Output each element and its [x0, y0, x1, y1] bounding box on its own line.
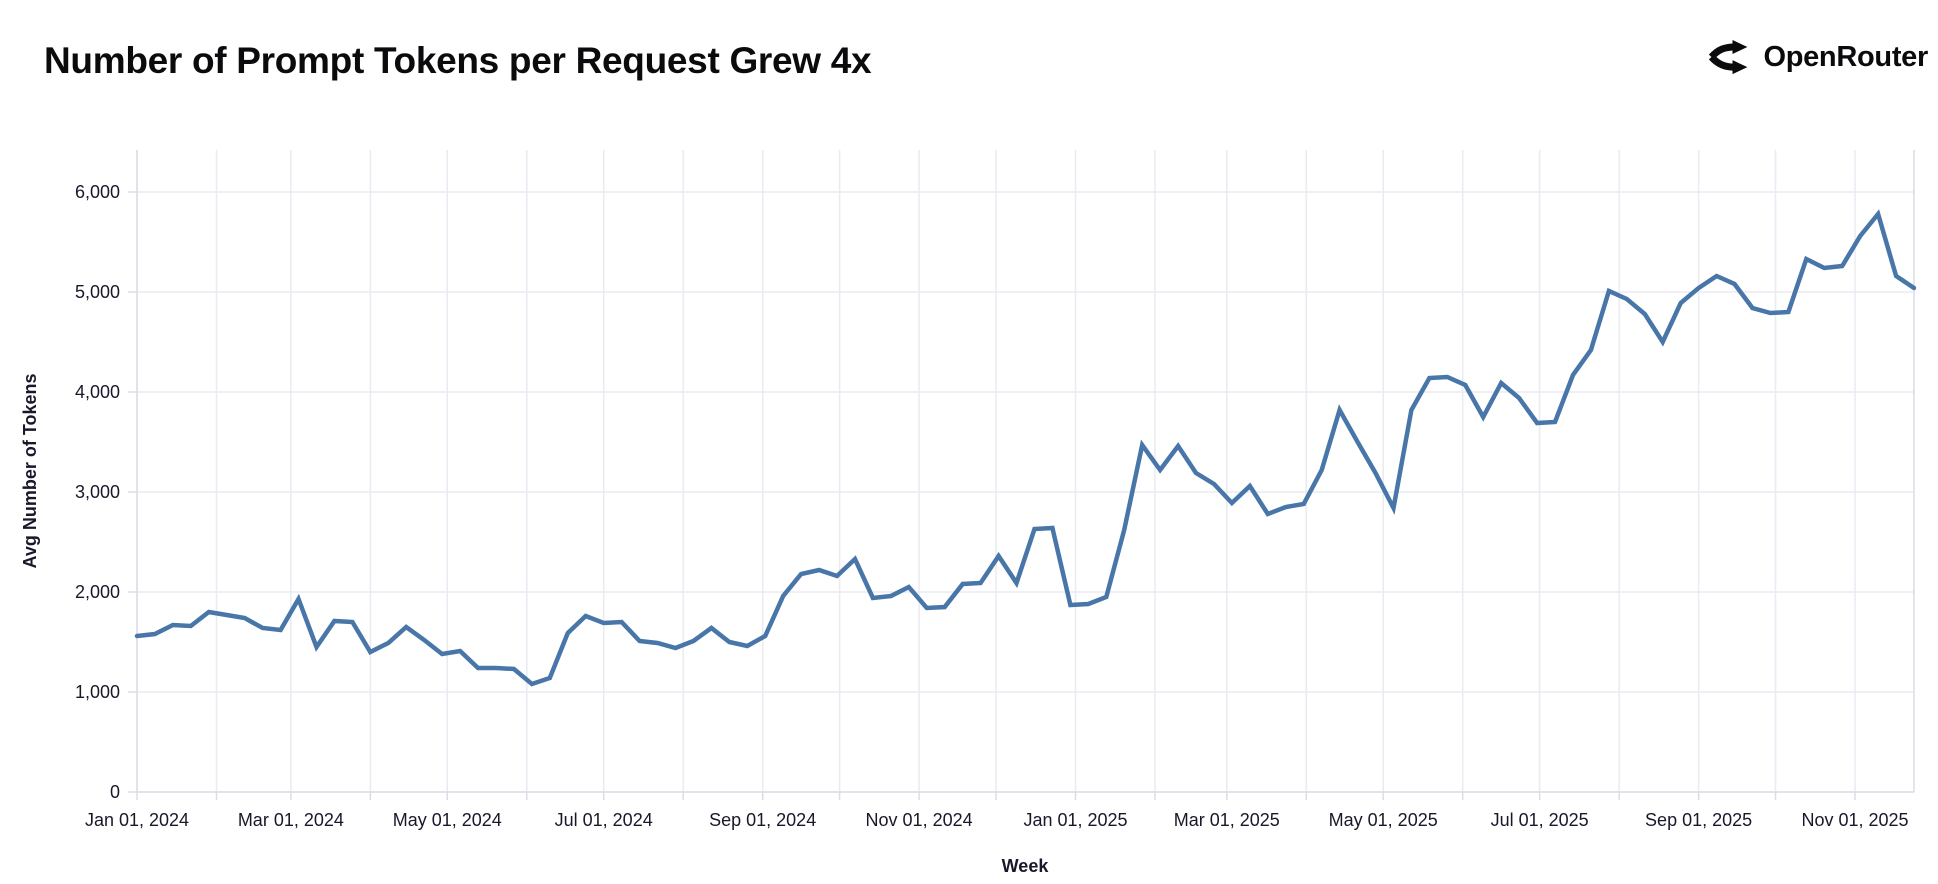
axis-tick-marks	[128, 191, 1856, 800]
svg-text:6,000: 6,000	[75, 182, 120, 202]
svg-text:2,000: 2,000	[75, 582, 120, 602]
svg-text:Sep 01, 2025: Sep 01, 2025	[1645, 810, 1752, 830]
svg-text:Mar 01, 2024: Mar 01, 2024	[238, 810, 344, 830]
y-axis-title: Avg Number of Tokens	[20, 373, 40, 568]
svg-text:Nov 01, 2024: Nov 01, 2024	[866, 810, 973, 830]
svg-text:Nov 01, 2025: Nov 01, 2025	[1801, 810, 1908, 830]
svg-text:Jul 01, 2025: Jul 01, 2025	[1491, 810, 1589, 830]
svg-text:Jan 01, 2024: Jan 01, 2024	[85, 810, 189, 830]
svg-text:Jul 01, 2024: Jul 01, 2024	[555, 810, 653, 830]
svg-text:May 01, 2024: May 01, 2024	[393, 810, 502, 830]
y-axis-tick-labels: 0 1,000 2,000 3,000 4,000 5,000 6,000	[75, 182, 120, 802]
svg-text:0: 0	[110, 782, 120, 802]
data-series-line	[134, 209, 1917, 687]
gridlines	[136, 150, 1914, 793]
brand-name: OpenRouter	[1763, 40, 1928, 73]
svg-text:5,000: 5,000	[75, 282, 120, 302]
svg-text:Mar 01, 2025: Mar 01, 2025	[1174, 810, 1280, 830]
svg-text:4,000: 4,000	[75, 382, 120, 402]
x-axis-title: Week	[1002, 856, 1050, 876]
page-title: Number of Prompt Tokens per Request Grew…	[44, 40, 872, 81]
svg-text:Jan 01, 2025: Jan 01, 2025	[1023, 810, 1127, 830]
svg-text:3,000: 3,000	[75, 482, 120, 502]
openrouter-icon	[1708, 36, 1750, 78]
svg-text:1,000: 1,000	[75, 682, 120, 702]
svg-text:Sep 01, 2024: Sep 01, 2024	[709, 810, 816, 830]
svg-text:May 01, 2025: May 01, 2025	[1329, 810, 1438, 830]
brand-logo: OpenRouter	[1708, 36, 1928, 78]
axis-lines	[136, 150, 1915, 793]
x-axis-tick-labels: Jan 01, 2024 Mar 01, 2024 May 01, 2024 Jul …	[85, 810, 1909, 830]
